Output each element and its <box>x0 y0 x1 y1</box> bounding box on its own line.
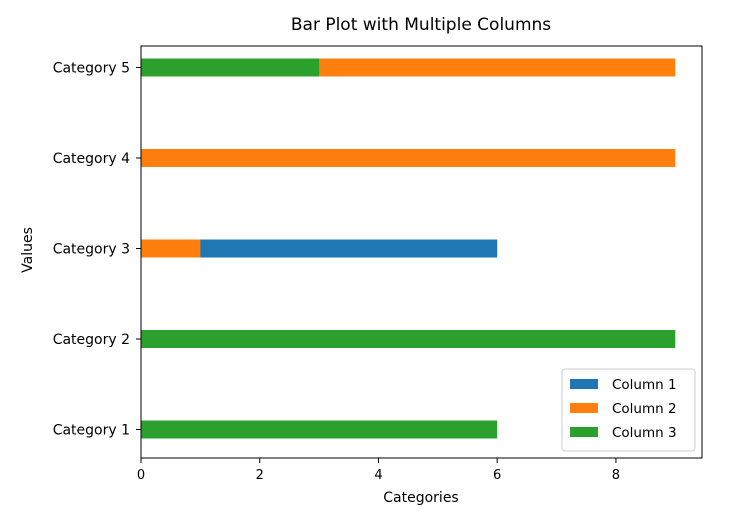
chart-title: Bar Plot with Multiple Columns <box>291 15 551 35</box>
y-tick-label: Category 4 <box>53 151 130 167</box>
legend: Column 1 Column 2 Column 3 <box>561 368 696 452</box>
bar-3-2 <box>141 330 676 348</box>
plot-area: 0 2 4 6 8 Category 1 Category 2 Category 3 Categ… <box>53 45 703 483</box>
axes-frame <box>140 45 703 459</box>
y-tick-label: Category 1 <box>53 423 130 439</box>
y-axis-label: Values <box>20 227 36 273</box>
y-tick-label: Category 2 <box>53 332 130 348</box>
legend-label: Column 1 <box>612 377 677 393</box>
bar-3-5 <box>141 58 320 77</box>
legend-swatch <box>570 403 598 413</box>
x-tick-label: 6 <box>493 468 501 483</box>
bar-1-3 <box>141 239 498 258</box>
x-tick-label: 8 <box>612 468 620 483</box>
x-tick-label: 4 <box>374 468 382 483</box>
legend-label: Column 3 <box>612 425 677 441</box>
legend-label: Column 2 <box>612 401 677 417</box>
bar-2-4 <box>141 149 676 167</box>
x-tick-label: 2 <box>256 468 264 483</box>
y-tick-label: Category 5 <box>53 61 130 77</box>
bar-3-1 <box>141 420 498 439</box>
x-axis-label: Categories <box>383 490 458 506</box>
legend-swatch <box>570 379 598 389</box>
y-tick-label: Category 3 <box>53 242 130 258</box>
bar-2-3 <box>141 239 201 258</box>
x-tick-label: 0 <box>137 468 145 483</box>
legend-swatch <box>570 427 598 437</box>
